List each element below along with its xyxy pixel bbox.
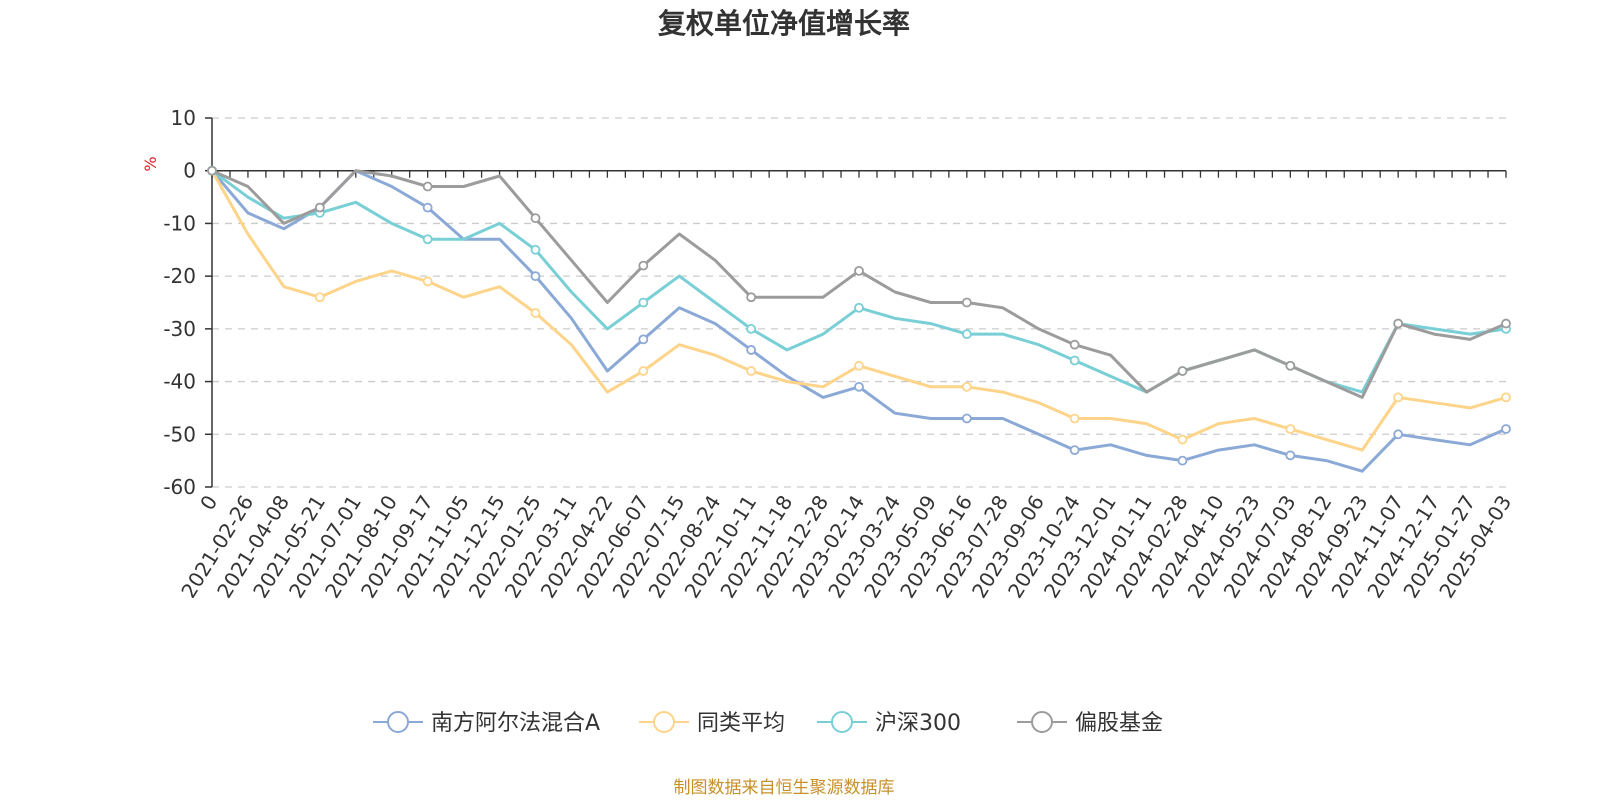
series-point: [422, 234, 433, 245]
y-tick-label: -60: [163, 475, 196, 499]
series-point: [1069, 413, 1080, 424]
y-tick-label: -30: [163, 317, 196, 341]
series-point: [854, 265, 864, 276]
legend-label: 同类平均: [697, 711, 785, 736]
series-layer: [207, 165, 1511, 473]
series-point: [422, 276, 433, 287]
series-point: [314, 292, 325, 303]
source-note: 制图数据来自恒生聚源数据库: [674, 778, 895, 798]
chart-title: 复权单位净值增长率: [658, 7, 910, 40]
series-line: [210, 169, 1508, 394]
legend-marker: [653, 711, 675, 733]
y-tick-label: 10: [171, 106, 196, 130]
series-point: [1285, 360, 1296, 371]
y-tick-label: -50: [163, 422, 196, 446]
series-point: [1069, 445, 1080, 456]
series-point: [854, 381, 864, 392]
series-point: [1501, 392, 1511, 403]
series-point: [207, 165, 217, 176]
series-point: [746, 292, 757, 303]
legend-label: 沪深300: [875, 711, 961, 736]
series-point: [746, 366, 757, 376]
series-point: [961, 381, 972, 392]
legend-label: 南方阿尔法混合A: [431, 711, 600, 736]
series-point: [1285, 424, 1296, 434]
series-point: [1177, 434, 1188, 445]
y-axis-label: %: [141, 156, 160, 171]
series-point: [961, 329, 972, 340]
series-line: [210, 169, 1508, 473]
series-point: [1501, 424, 1511, 434]
series-point: [638, 297, 649, 308]
series-point: [638, 334, 649, 345]
series-point: [1069, 355, 1080, 366]
legend-marker: [831, 711, 853, 733]
series-point: [746, 323, 757, 334]
series-point: [422, 202, 433, 213]
legend-marker: [1031, 711, 1053, 733]
legend-label: 偏股基金: [1075, 711, 1163, 736]
series-point: [854, 360, 864, 371]
series-point: [1177, 366, 1188, 376]
series-point: [1069, 339, 1080, 350]
series-point: [1501, 318, 1511, 329]
legend: 南方阿尔法混合A 同类平均 沪深300 偏股基金: [373, 711, 1163, 736]
series-point: [314, 202, 325, 213]
series-point: [746, 345, 757, 355]
series-point: [530, 308, 541, 318]
series-point: [1177, 455, 1188, 466]
series-point: [1393, 392, 1404, 403]
y-tick-label: -10: [163, 211, 196, 235]
axis-layer: 100-10-20-30-40-50-6002021-02-262021-04-…: [163, 106, 1516, 602]
series-point: [1393, 318, 1404, 329]
legend-marker: [387, 711, 409, 733]
series-point: [1393, 429, 1404, 440]
x-tick-label: 0: [195, 491, 222, 515]
y-tick-label: -40: [163, 370, 196, 394]
series-point: [530, 244, 541, 255]
series-point: [854, 302, 864, 313]
series-point: [638, 366, 649, 376]
y-tick-label: 0: [183, 159, 196, 183]
y-tick-label: -20: [163, 264, 196, 288]
series-point: [961, 297, 972, 308]
series-point: [961, 413, 972, 424]
series-point: [530, 271, 541, 282]
series-point: [638, 260, 649, 271]
series-point: [1285, 450, 1296, 461]
series-point: [530, 213, 541, 224]
series-point: [422, 181, 433, 192]
